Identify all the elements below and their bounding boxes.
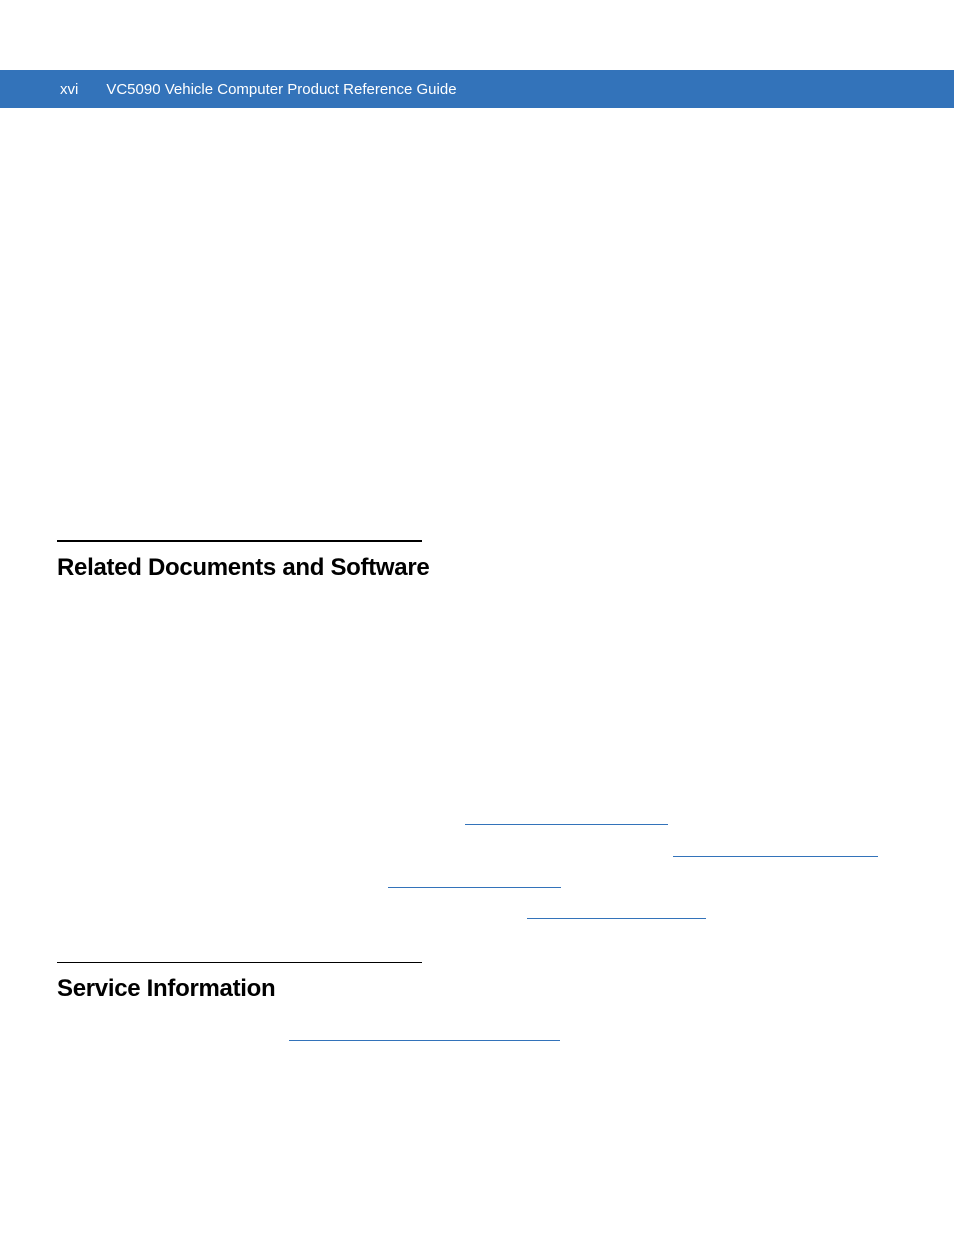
hyperlink-underline[interactable] [289,1040,560,1041]
hyperlink-underline[interactable] [527,918,706,919]
main-content: Related Documents and Software Service I… [57,540,897,1031]
section-service-information: Service Information [57,962,897,1004]
hyperlink-underline[interactable] [465,824,668,825]
page-number: xvi [60,81,78,98]
section-rule [57,962,422,964]
header-title: VC5090 Vehicle Computer Product Referenc… [106,81,456,98]
header-bar: xvi VC5090 Vehicle Computer Product Refe… [0,70,954,108]
section-related-documents: Related Documents and Software [57,540,897,582]
section-rule [57,540,422,542]
section-heading: Service Information [57,975,897,1003]
hyperlink-underline[interactable] [388,887,561,888]
hyperlink-underline[interactable] [673,856,878,857]
section-heading: Related Documents and Software [57,554,897,582]
